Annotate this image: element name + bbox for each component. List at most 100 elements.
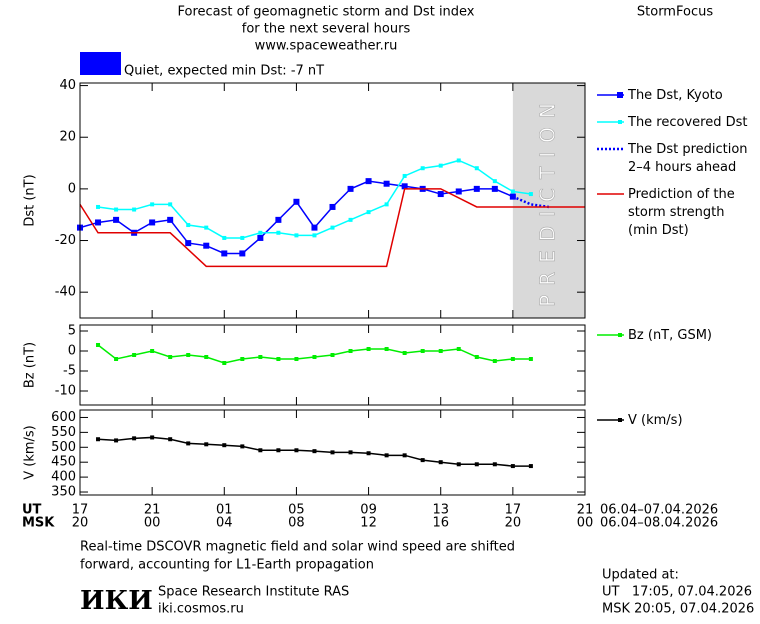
x-tick-label-msk: 00: [577, 516, 594, 531]
data-point: [239, 250, 246, 257]
msk-dates: 06.04–08.04.2026: [600, 516, 718, 531]
data-point: [456, 462, 461, 467]
data-point: [294, 357, 299, 361]
data-point: [204, 442, 209, 447]
data-point: [276, 357, 281, 361]
legend-label: The Dst prediction 2–4 hours ahead: [627, 142, 748, 175]
data-point: [258, 355, 263, 359]
data-point: [114, 207, 119, 212]
data-point: [329, 203, 336, 210]
data-point: [186, 223, 191, 228]
x-tick-label-msk: 12: [360, 516, 377, 531]
x-tick-label-msk: 16: [432, 516, 449, 531]
data-point: [293, 198, 300, 205]
x-tick-label: 09: [360, 503, 377, 518]
x-tick-label: 13: [432, 503, 449, 518]
msk-label: MSK: [22, 516, 55, 531]
data-point: [114, 438, 119, 443]
status-text: Quiet, expected min Dst: -7 nT: [124, 64, 324, 79]
data-point: [384, 453, 389, 458]
ut-dates: 06.04–07.04.2026: [600, 503, 718, 518]
ut-label: UT: [22, 503, 42, 518]
legend-label: Prediction of the storm strength (min Dst): [628, 187, 735, 238]
data-point: [437, 191, 444, 198]
note-line: Real-time DSCOVR magnetic field and sola…: [80, 540, 515, 555]
data-point: [222, 361, 227, 365]
data-point: [492, 462, 497, 467]
data-point: [366, 347, 371, 351]
data-point: [132, 436, 137, 441]
data-point: [474, 462, 479, 467]
legend-label: V (km/s): [628, 413, 683, 428]
data-point: [276, 230, 281, 235]
institute: Space Research Institute RAS: [158, 585, 349, 600]
data-point: [222, 235, 227, 240]
data-point: [365, 178, 372, 185]
x-tick-label-msk: 08: [288, 516, 305, 531]
data-point: [330, 225, 335, 230]
legend-marker: [618, 120, 622, 124]
data-point: [366, 451, 371, 456]
x-tick-label-msk: 00: [144, 516, 161, 531]
series-line: [79, 188, 585, 268]
data-point: [186, 353, 191, 357]
data-point: [473, 185, 480, 192]
data-point: [528, 464, 533, 469]
title-line: for the next several hours: [242, 22, 411, 37]
data-point: [275, 216, 282, 223]
status-box: [80, 52, 121, 75]
data-point: [384, 347, 389, 351]
data-point: [438, 163, 443, 168]
data-point: [492, 359, 497, 363]
x-tick-label: 17: [505, 503, 522, 518]
data-point: [402, 453, 407, 458]
data-point: [312, 449, 317, 454]
data-point: [168, 355, 173, 359]
data-point: [221, 250, 228, 257]
data-point: [492, 179, 497, 184]
data-point: [150, 435, 155, 440]
data-point: [528, 357, 533, 361]
data-point: [132, 207, 137, 212]
data-point: [402, 351, 407, 355]
plot-frame: [79, 324, 586, 406]
x-tick-label: 21: [144, 503, 161, 518]
y-axis-label: Dst (nT): [23, 174, 38, 226]
x-tick-label: 05: [288, 503, 305, 518]
data-point: [510, 357, 515, 361]
plot-frame: [79, 82, 586, 319]
y-tick-label: -20: [55, 233, 76, 248]
legend-marker: [618, 333, 622, 337]
data-point: [438, 460, 443, 465]
y-tick-label: 500: [51, 440, 76, 455]
y-tick-label: 450: [51, 455, 76, 470]
x-tick-label-msk: 20: [505, 516, 522, 531]
data-point: [455, 188, 462, 195]
updated-line: UT 17:05, 07.04.2026: [602, 585, 752, 600]
data-point: [474, 355, 479, 359]
data-point: [312, 355, 317, 359]
data-point: [420, 458, 425, 463]
data-point: [510, 189, 515, 194]
data-point: [474, 166, 479, 171]
data-point: [402, 173, 407, 178]
y-tick-label: 0: [68, 344, 76, 359]
data-point: [240, 357, 245, 361]
plot-frame: [79, 409, 586, 496]
brand: StormFocus: [637, 5, 713, 20]
y-tick-label: 600: [51, 410, 76, 425]
legend-label: The recovered Dst: [627, 115, 747, 130]
data-point: [510, 464, 515, 469]
y-tick-label: 20: [59, 130, 76, 145]
logo: ИКИ: [80, 586, 153, 616]
data-point: [113, 216, 120, 223]
data-point: [528, 192, 533, 197]
x-tick-label: 01: [216, 503, 233, 518]
y-tick-label: 350: [51, 485, 76, 500]
data-point: [168, 437, 173, 442]
data-point: [96, 343, 101, 347]
x-tick-label-msk: 20: [72, 516, 89, 531]
data-point: [258, 230, 263, 235]
data-point: [330, 450, 335, 455]
